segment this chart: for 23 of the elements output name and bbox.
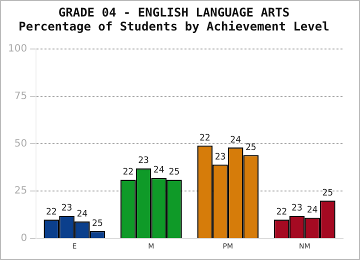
text: 24 (230, 135, 241, 146)
text: 23 (292, 204, 302, 214)
series-label: 22 (46, 207, 57, 218)
text: 25 (168, 168, 180, 178)
text: 23 (61, 204, 72, 214)
text: 25 (92, 218, 103, 229)
y-tick-label: 75 (14, 90, 28, 102)
text: 24 (76, 209, 88, 220)
text: 25 (246, 142, 256, 153)
y-tick-label: 100 (8, 43, 28, 54)
series-label: 23 (138, 156, 149, 166)
text: 22 (276, 207, 288, 218)
y-tick-label: 0 (20, 233, 28, 244)
series-label: 25 (322, 188, 334, 198)
text: 24 (306, 206, 318, 216)
y-tick-label: 50 (14, 138, 28, 150)
text: 23 (214, 152, 226, 162)
y-tick-label: 25 (14, 186, 28, 197)
chart-title: GRADE 04 - ENGLISH LANGUAGE ARTS (58, 5, 290, 20)
chart-subtitle: Percentage of Students by Achievement Level (18, 20, 330, 34)
text: 22 (122, 168, 134, 178)
text: 22 (199, 133, 210, 144)
series-label: 24 (153, 166, 164, 176)
